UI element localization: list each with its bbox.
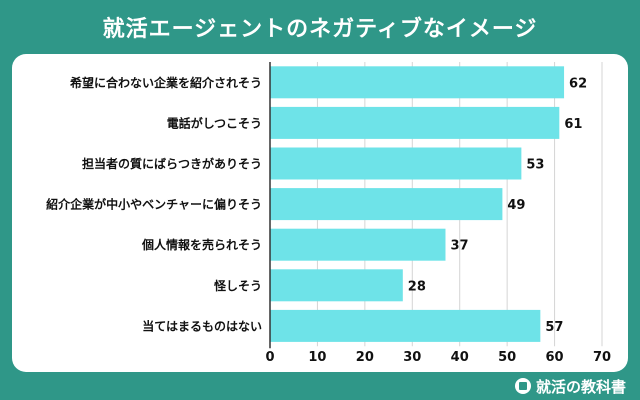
category-label-5: 怪しそう xyxy=(213,278,262,293)
x-tick-label-4: 40 xyxy=(451,350,469,365)
bar-6 xyxy=(270,309,541,342)
bar-1 xyxy=(270,106,560,139)
bar-3 xyxy=(270,188,503,221)
category-label-1: 電話がしつこそう xyxy=(167,115,262,130)
bar-5 xyxy=(270,269,403,302)
value-label-6: 57 xyxy=(545,320,563,335)
value-label-5: 28 xyxy=(408,279,426,294)
x-tick-label-5: 50 xyxy=(498,350,516,365)
book-pencil-icon xyxy=(514,378,531,394)
page-title: 就活エージェントのネガティブなイメージ xyxy=(102,17,538,42)
bar-2 xyxy=(270,147,522,180)
category-label-4: 個人情報を売られそう xyxy=(141,237,262,252)
x-tick-label-1: 10 xyxy=(308,350,326,365)
value-label-0: 62 xyxy=(569,76,587,91)
value-label-3: 49 xyxy=(507,198,525,213)
bar-4 xyxy=(270,228,446,261)
value-label-4: 37 xyxy=(450,239,468,254)
brand-name: 就活の教科書 xyxy=(535,377,626,396)
bar-chart: 希望に合わない企業を紹介されそう 62 電話がしつこそう 61 担当者の質にばらつきがあ… xyxy=(46,62,611,365)
category-label-0: 希望に合わない企業を紹介されそう xyxy=(69,75,262,90)
x-tick-label-3: 30 xyxy=(403,350,421,365)
x-tick-label-2: 20 xyxy=(356,350,374,365)
chart-panel: 希望に合わない企業を紹介されそう 62 電話がしつこそう 61 担当者の質にばらつきがあ… xyxy=(12,54,628,372)
brand-logo: 就活の教科書 xyxy=(514,374,626,398)
x-tick-label-6: 60 xyxy=(546,350,564,365)
value-label-1: 61 xyxy=(564,117,582,132)
bar-0 xyxy=(270,66,565,99)
category-label-2: 担当者の質にばらつきがありそう xyxy=(82,156,262,171)
value-label-2: 53 xyxy=(526,158,544,173)
x-tick-label-0: 0 xyxy=(265,350,274,365)
category-label-3: 紹介企業が中小やベンチャーに偏りそう xyxy=(46,197,262,212)
category-label-6: 当てはまるものはない xyxy=(142,318,262,333)
x-tick-label-7: 70 xyxy=(593,350,611,365)
